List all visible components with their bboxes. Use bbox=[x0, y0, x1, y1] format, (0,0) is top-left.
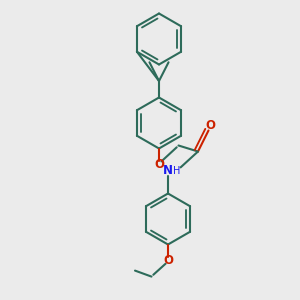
Text: O: O bbox=[154, 158, 164, 172]
Text: N: N bbox=[163, 164, 173, 178]
Text: O: O bbox=[163, 254, 173, 267]
Text: H: H bbox=[173, 166, 181, 176]
Text: O: O bbox=[205, 118, 215, 132]
